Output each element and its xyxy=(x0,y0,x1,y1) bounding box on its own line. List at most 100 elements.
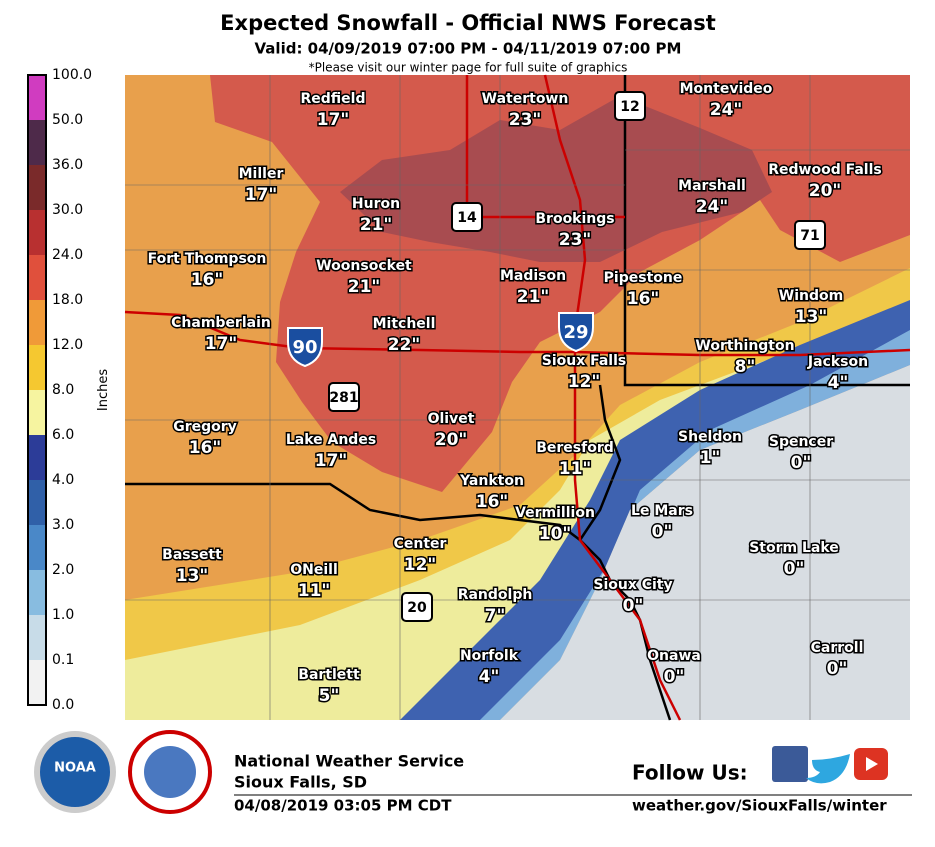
city-name: Yankton xyxy=(459,473,524,489)
city-name: Sioux City xyxy=(593,577,672,593)
legend-label: 6.0 xyxy=(52,427,74,443)
city-name: Randolph xyxy=(458,587,533,603)
snow-amount: 20" xyxy=(809,181,842,201)
snow-amount: 17" xyxy=(245,185,278,205)
legend-swatch xyxy=(28,525,46,570)
snow-amount: 23" xyxy=(559,230,592,250)
snow-amount: 5" xyxy=(319,686,340,706)
snow-amount: 10" xyxy=(539,524,572,544)
follow-us: Follow Us: xyxy=(632,761,748,785)
snow-amount: 24" xyxy=(710,100,743,120)
snow-amount: 0" xyxy=(791,453,812,473)
city-name: Chamberlain xyxy=(171,315,271,331)
twitter-icon[interactable] xyxy=(806,754,850,784)
city-name: Sioux Falls xyxy=(542,353,627,369)
legend-label: 8.0 xyxy=(52,382,74,398)
city-name: Beresford xyxy=(536,440,614,456)
legend-label: 18.0 xyxy=(52,292,83,308)
legend-label: 4.0 xyxy=(52,472,74,488)
city-name: Worthington xyxy=(695,338,794,354)
city-name: Bassett xyxy=(162,547,222,563)
legend-label: 3.0 xyxy=(52,517,74,533)
shield-number: 281 xyxy=(329,390,358,406)
snow-amount: 24" xyxy=(696,197,729,217)
legend-label: 24.0 xyxy=(52,247,83,263)
snow-amount: 16" xyxy=(191,270,224,290)
city-name: Redwood Falls xyxy=(768,162,881,178)
snow-amount: 0" xyxy=(623,596,644,616)
shield-number: 90 xyxy=(292,337,317,358)
legend-label: 1.0 xyxy=(52,607,74,623)
legend-swatch xyxy=(28,255,46,300)
issued: 04/08/2019 03:05 PM CDT xyxy=(234,797,452,815)
city-name: Watertown xyxy=(482,91,569,107)
legend-label: 2.0 xyxy=(52,562,74,578)
snow-amount: 7" xyxy=(485,606,506,626)
snow-amount: 21" xyxy=(348,277,381,297)
noaa-logo-text: NOAA xyxy=(54,761,96,776)
url[interactable]: weather.gov/SiouxFalls/winter xyxy=(632,797,887,815)
legend-frame xyxy=(27,74,47,706)
legend-swatch xyxy=(28,120,46,165)
snow-amount: 12" xyxy=(568,372,601,392)
snow-amount: 13" xyxy=(795,307,828,327)
snow-amount: 16" xyxy=(627,289,660,309)
city-name: Woonsocket xyxy=(316,258,412,274)
legend: 100.0 50.0 36.0 30.0 24.0 18.0 12.0 8.0 6.0 4.0 3.… xyxy=(27,67,92,713)
footer: NOAA National Weather Service Sioux Fall… xyxy=(34,730,912,815)
city-name: Norfolk xyxy=(460,648,519,664)
shield-number: 12 xyxy=(620,99,639,115)
snow-amount: 1" xyxy=(700,448,721,468)
city-name: Onawa xyxy=(647,648,701,664)
city-name: Marshall xyxy=(678,178,746,194)
legend-label: 0.0 xyxy=(52,697,74,713)
legend-swatch xyxy=(28,165,46,210)
legend-swatch xyxy=(28,75,46,120)
city-name: Bartlett xyxy=(298,667,360,683)
legend-label: 50.0 xyxy=(52,112,83,128)
facebook-icon[interactable] xyxy=(772,746,808,782)
snow-amount: 22" xyxy=(388,335,421,355)
snow-amount: 0" xyxy=(827,659,848,679)
shield-number: 14 xyxy=(457,210,477,226)
city-name: Sheldon xyxy=(678,429,742,445)
city-name: Pipestone xyxy=(604,270,683,286)
city-name: Carroll xyxy=(811,640,864,656)
noaa-logo xyxy=(34,731,116,813)
legend-swatch xyxy=(28,660,46,705)
city-name: Spencer xyxy=(769,434,833,450)
shield-number: 20 xyxy=(407,600,427,616)
legend-unit: Inches xyxy=(96,369,111,411)
legend-swatch xyxy=(28,345,46,390)
city-name: Montevideo xyxy=(680,81,773,97)
snow-amount: 21" xyxy=(517,287,550,307)
snow-amount: 4" xyxy=(479,667,500,687)
city-name: Center xyxy=(394,536,447,552)
city-name: Storm Lake xyxy=(749,540,839,556)
note: *Please visit our winter page for full s… xyxy=(309,61,628,75)
city-name: Redfield xyxy=(301,91,366,107)
snow-amount: 13" xyxy=(176,566,209,586)
legend-swatch xyxy=(28,480,46,525)
city-name: ONeill xyxy=(290,562,338,578)
legend-label: 12.0 xyxy=(52,337,83,353)
us-shield xyxy=(794,220,826,250)
shield-number: 71 xyxy=(800,228,819,244)
snow-amount: 17" xyxy=(315,451,348,471)
legend-label: 30.0 xyxy=(52,202,83,218)
city-name: Le Mars xyxy=(631,503,693,519)
us-shield xyxy=(451,202,483,232)
valid-time: Valid: 04/09/2019 07:00 PM - 04/11/2019 … xyxy=(255,40,682,58)
legend-swatch xyxy=(28,300,46,345)
snow-amount: 11" xyxy=(298,581,331,601)
snow-amount: 20" xyxy=(435,430,468,450)
city-name: Jackson xyxy=(807,354,868,370)
snow-amount: 0" xyxy=(652,522,673,542)
interstate-shield xyxy=(558,312,594,353)
legend-swatch xyxy=(28,570,46,615)
snow-amount: 17" xyxy=(317,110,350,130)
city-name: Gregory xyxy=(173,419,237,435)
legend-swatch xyxy=(28,435,46,480)
office: National Weather Service xyxy=(234,752,464,771)
